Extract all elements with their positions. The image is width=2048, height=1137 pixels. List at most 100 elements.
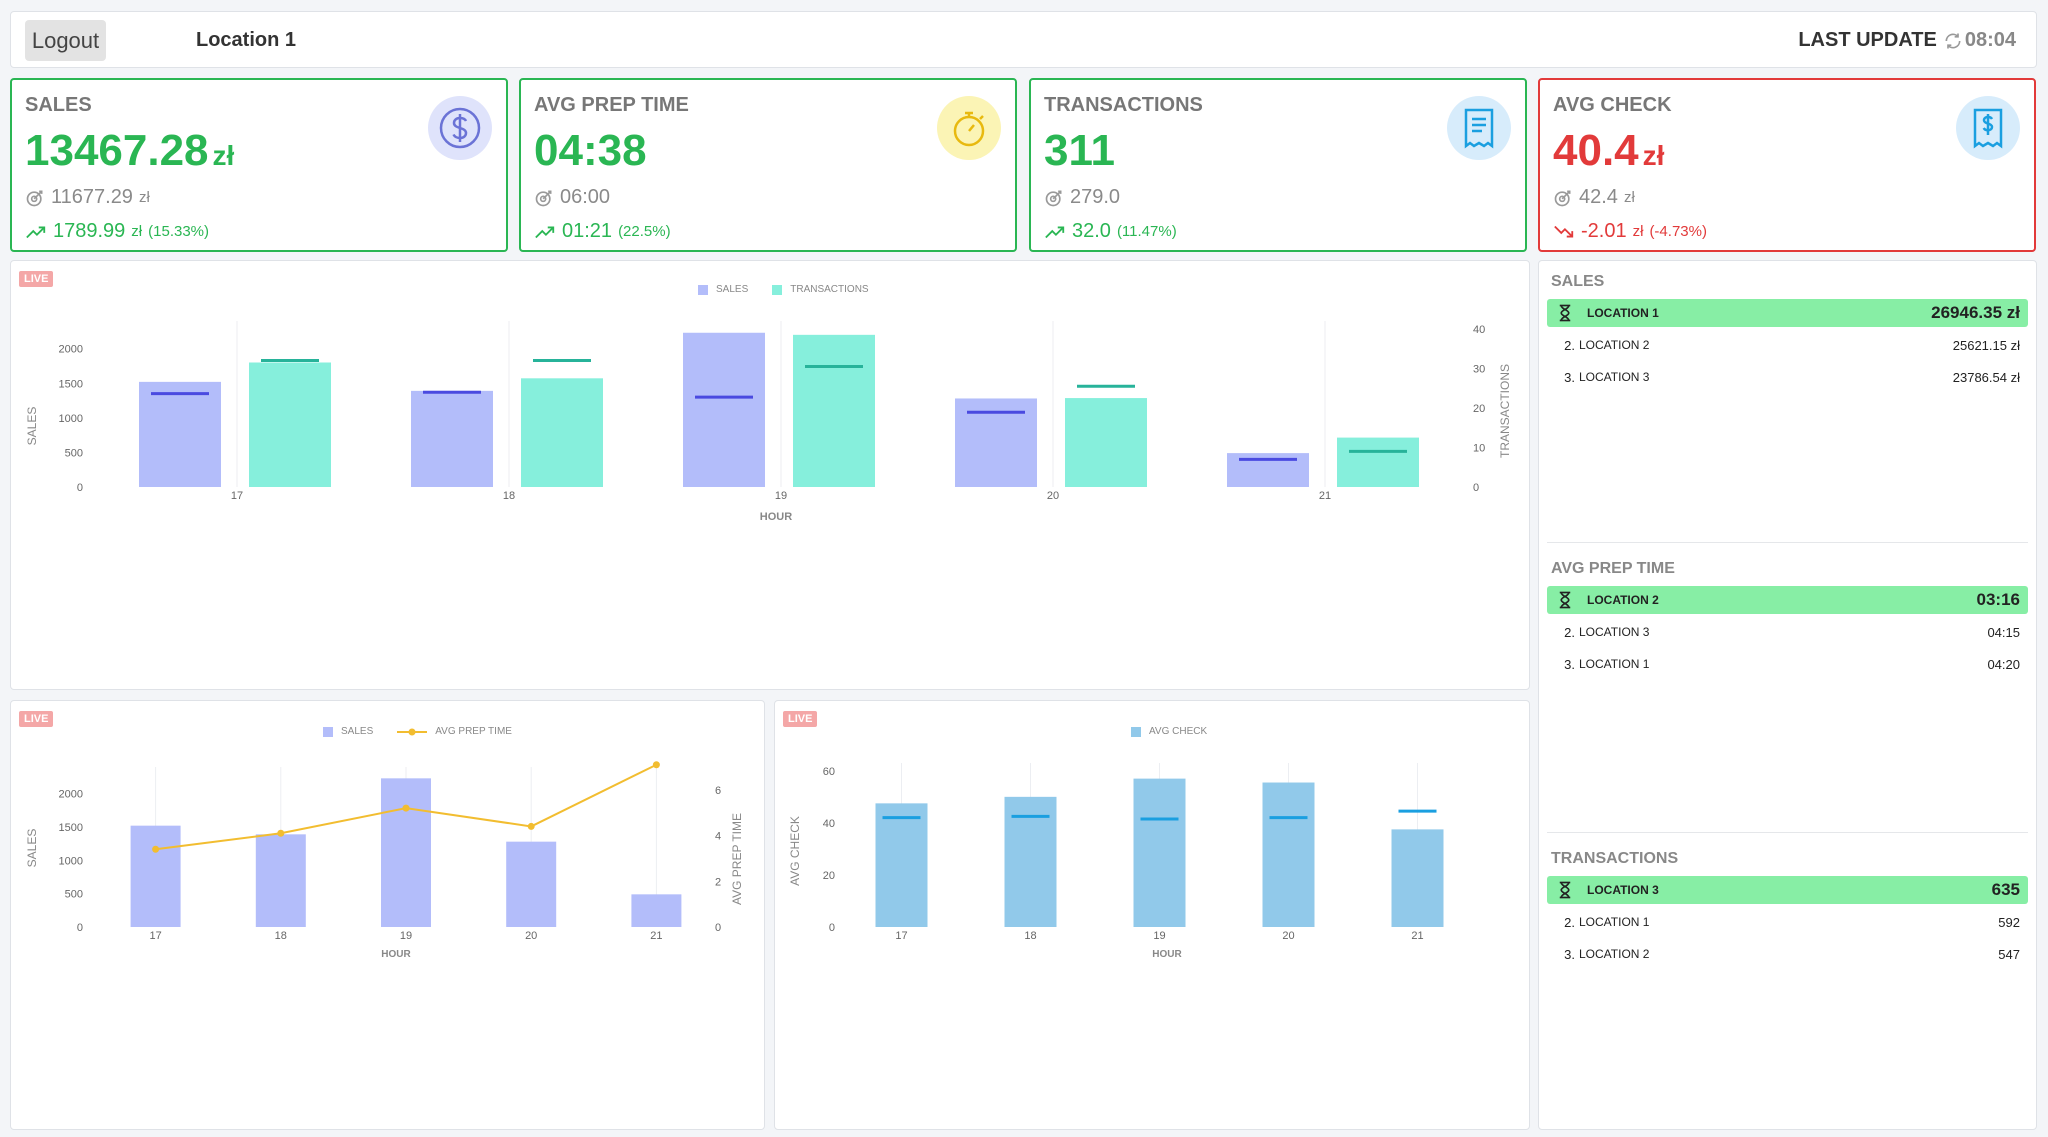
ranking-number: 3. <box>1564 656 1575 672</box>
kpi-target-value: 42.4 <box>1579 186 1618 208</box>
kpi-delta-value: 1789.99 <box>53 220 126 242</box>
y-tick-label: 0 <box>829 922 835 934</box>
ranking-number: 2. <box>1564 914 1575 930</box>
sales-bar <box>631 894 682 927</box>
rankings-panel: SALES LOCATION 1 26946.35 zł 2. LOCATION 2 25… <box>1538 260 2037 1130</box>
sales-bar <box>411 390 493 487</box>
avg-check-bar <box>875 803 928 927</box>
y-tick-label: 1500 <box>59 822 83 834</box>
legend-label-prep-time[interactable]: AVG PREP TIME <box>435 726 512 737</box>
kpi-delta: 01:21 (22.5%) <box>534 220 671 243</box>
x-tick-label: 18 <box>503 490 515 502</box>
kpi-delta-value: 01:21 <box>562 220 613 242</box>
kpi-target-value: 06:00 <box>560 186 611 208</box>
y2-tick-label: 0 <box>1473 482 1479 494</box>
x-tick-label: 17 <box>149 930 161 942</box>
y-axis-label: SALES <box>25 829 39 868</box>
x-tick-label: 19 <box>400 930 412 942</box>
kpi-card-transactions: TRANSACTIONS 311 279.0 32.0 (11.47%) <box>1029 78 1527 252</box>
kpi-value: 311 <box>1044 126 1115 176</box>
kpi-value-number: 13467.28 <box>25 126 209 175</box>
refresh-icon[interactable] <box>1943 31 1963 51</box>
section-divider <box>1547 832 2028 833</box>
y2-axis-label: AVG PREP TIME <box>730 813 744 905</box>
logout-button[interactable]: Logout <box>25 20 106 61</box>
kpi-value-unit: zł <box>212 140 235 171</box>
ranking-row-leader: LOCATION 1 26946.35 zł <box>1547 299 2028 327</box>
section-divider <box>1547 542 2028 543</box>
ranking-number: 3. <box>1564 946 1575 962</box>
prep-time-point <box>527 822 535 830</box>
trend-up-icon <box>26 226 46 238</box>
transactions-bar <box>1337 437 1419 487</box>
kpi-target: 11677.29 zł <box>25 186 150 209</box>
kpi-title: SALES <box>25 94 92 116</box>
avg-check-bar <box>1391 829 1444 927</box>
legend-swatch-prep-time <box>397 728 428 735</box>
kpi-value: 40.4 zł <box>1553 126 1664 176</box>
kpi-delta-pct: (11.47%) <box>1116 223 1177 240</box>
kpi-delta: -2.01 zł (-4.73%) <box>1553 220 1707 243</box>
x-tick-label: 17 <box>895 930 907 942</box>
leader-badge <box>1547 591 1587 609</box>
kpi-card-avg-prep-time: AVG PREP TIME 04:38 06:00 01:21 (22.5%) <box>519 78 1017 252</box>
kpi-delta-unit: zł <box>131 223 143 240</box>
x-tick-label: 18 <box>275 930 287 942</box>
last-update-time-wrap: 08:04 <box>1943 29 2016 52</box>
ranking-row-leader: LOCATION 2 03:16 <box>1547 586 2028 614</box>
x-tick-label: 20 <box>1282 930 1294 942</box>
avg-check-bar <box>1133 778 1186 927</box>
legend-label-sales[interactable]: SALES <box>341 726 374 737</box>
prep-time-point <box>652 761 660 769</box>
avg-check-bar <box>1262 782 1315 927</box>
target-icon <box>26 190 43 206</box>
y2-tick-label: 4 <box>715 831 721 843</box>
y-axis-label: AVG CHECK <box>788 816 802 886</box>
y-tick-label: 2000 <box>59 344 83 356</box>
ranking-value: 26946.35 zł <box>1931 303 2020 322</box>
chart-canvas[interactable]: 17 18 19 20 21 0 500 1000 1500 2000 0 10 20 30 40 HOUR S… <box>11 261 1531 691</box>
y-tick-label: 2000 <box>59 789 83 801</box>
ranking-location: LOCATION 1 <box>1579 657 1650 671</box>
top-bar: Logout Location 1 LAST UPDATE 08:04 <box>10 11 2037 68</box>
legend-label-sales[interactable]: SALES <box>716 284 749 295</box>
sales-bar <box>139 381 221 487</box>
kpi-title: TRANSACTIONS <box>1044 94 1203 116</box>
kpi-target-value: 279.0 <box>1070 186 1121 208</box>
ranking-row: 3. LOCATION 1 04:20 <box>1547 650 2028 678</box>
legend-label-avg-check[interactable]: AVG CHECK <box>1149 726 1208 737</box>
ranking-location: LOCATION 2 <box>1579 338 1650 352</box>
legend-label-transactions[interactable]: TRANSACTIONS <box>790 284 869 295</box>
ranking-value: 592 <box>1998 914 2020 930</box>
kpi-delta: 1789.99 zł (15.33%) <box>25 220 209 243</box>
sales-prep-time-chart: LIVE SALES AVG PREP TIME 17 18 19 20 21 0 500 1… <box>10 700 765 1130</box>
ranking-row: 3. LOCATION 2 547 <box>1547 940 2028 968</box>
live-badge: LIVE <box>19 271 54 287</box>
ranking-value: 04:15 <box>1987 624 2020 640</box>
y2-tick-label: 6 <box>715 785 721 797</box>
receipt-icon <box>1447 96 1511 160</box>
ranking-row: 2. LOCATION 1 592 <box>1547 908 2028 936</box>
kpi-delta-value: -2.01 <box>1581 220 1627 242</box>
x-axis-label: HOUR <box>760 511 792 523</box>
x-tick-label: 20 <box>525 930 537 942</box>
last-update: LAST UPDATE 08:04 <box>1798 29 2016 52</box>
trend-up-icon <box>1045 226 1065 238</box>
sales-bar <box>381 778 431 927</box>
y2-tick-label: 2 <box>715 876 721 888</box>
ranking-location: LOCATION 1 <box>1579 915 1650 929</box>
hourglass-icon <box>1559 304 1571 322</box>
target-icon <box>1554 190 1571 206</box>
x-tick-label: 20 <box>1047 490 1059 502</box>
y2-tick-label: 40 <box>1473 324 1485 336</box>
location-title: Location 1 <box>196 29 297 51</box>
prep-time-point <box>277 829 285 837</box>
y-tick-label: 500 <box>65 447 83 459</box>
x-tick-label: 18 <box>1024 930 1036 942</box>
x-tick-label: 17 <box>231 490 243 502</box>
chart-canvas[interactable]: 17 18 19 20 21 0 500 1000 1500 2000 0 2 4 6 HOUR SALES A… <box>11 701 766 1131</box>
x-tick-label: 19 <box>775 490 787 502</box>
last-update-time: 08:04 <box>1964 29 2016 51</box>
chart-canvas[interactable]: 17 18 19 20 21 0 20 40 60 HOUR AVG CHECK <box>775 701 1531 1131</box>
receipt-dollar-icon <box>1956 96 2020 160</box>
